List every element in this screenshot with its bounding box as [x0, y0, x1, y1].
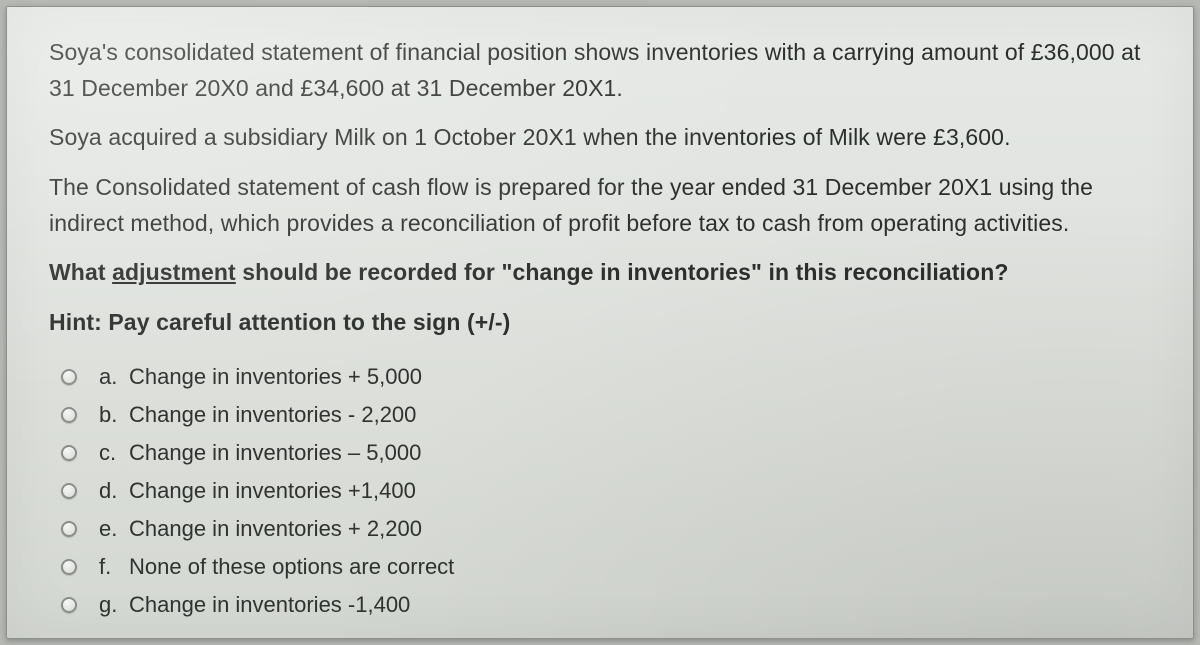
option-row[interactable]: a. Change in inventories + 5,000 [61, 366, 1151, 388]
prompt-suffix: should be recorded for "change in invent… [236, 259, 1009, 285]
option-text: Change in inventories – 5,000 [129, 442, 1151, 464]
option-letter: d. [99, 480, 129, 502]
prompt-underlined: adjustment [112, 259, 236, 285]
option-radio-c[interactable] [61, 445, 77, 461]
option-radio-a[interactable] [61, 369, 77, 385]
option-letter: a. [99, 366, 129, 388]
option-text: Change in inventories - 2,200 [129, 404, 1151, 426]
option-letter: b. [99, 404, 129, 426]
question-hint: Hint: Pay careful attention to the sign … [49, 305, 1151, 341]
option-row[interactable]: d. Change in inventories +1,400 [61, 480, 1151, 502]
question-paragraph: The Consolidated statement of cash flow … [49, 170, 1151, 241]
option-letter: c. [99, 442, 129, 464]
options-list: a. Change in inventories + 5,000 b. Chan… [49, 366, 1151, 616]
option-text: None of these options are correct [129, 556, 1151, 578]
option-radio-f[interactable] [61, 559, 77, 575]
question-paragraph: Soya's consolidated statement of financi… [49, 35, 1151, 106]
option-row[interactable]: b. Change in inventories - 2,200 [61, 404, 1151, 426]
question-card: Soya's consolidated statement of financi… [6, 6, 1194, 639]
option-letter: f. [99, 556, 129, 578]
option-radio-e[interactable] [61, 521, 77, 537]
option-letter: g. [99, 594, 129, 616]
option-letter: e. [99, 518, 129, 540]
option-text: Change in inventories + 5,000 [129, 366, 1151, 388]
option-row[interactable]: g. Change in inventories -1,400 [61, 594, 1151, 616]
option-text: Change in inventories -1,400 [129, 594, 1151, 616]
question-prompt: What adjustment should be recorded for "… [49, 255, 1151, 291]
option-row[interactable]: c. Change in inventories – 5,000 [61, 442, 1151, 464]
prompt-prefix: What [49, 259, 112, 285]
option-row[interactable]: f. None of these options are correct [61, 556, 1151, 578]
option-row[interactable]: e. Change in inventories + 2,200 [61, 518, 1151, 540]
option-radio-b[interactable] [61, 407, 77, 423]
option-radio-d[interactable] [61, 483, 77, 499]
question-paragraph: Soya acquired a subsidiary Milk on 1 Oct… [49, 120, 1151, 156]
option-text: Change in inventories + 2,200 [129, 518, 1151, 540]
option-radio-g[interactable] [61, 597, 77, 613]
option-text: Change in inventories +1,400 [129, 480, 1151, 502]
